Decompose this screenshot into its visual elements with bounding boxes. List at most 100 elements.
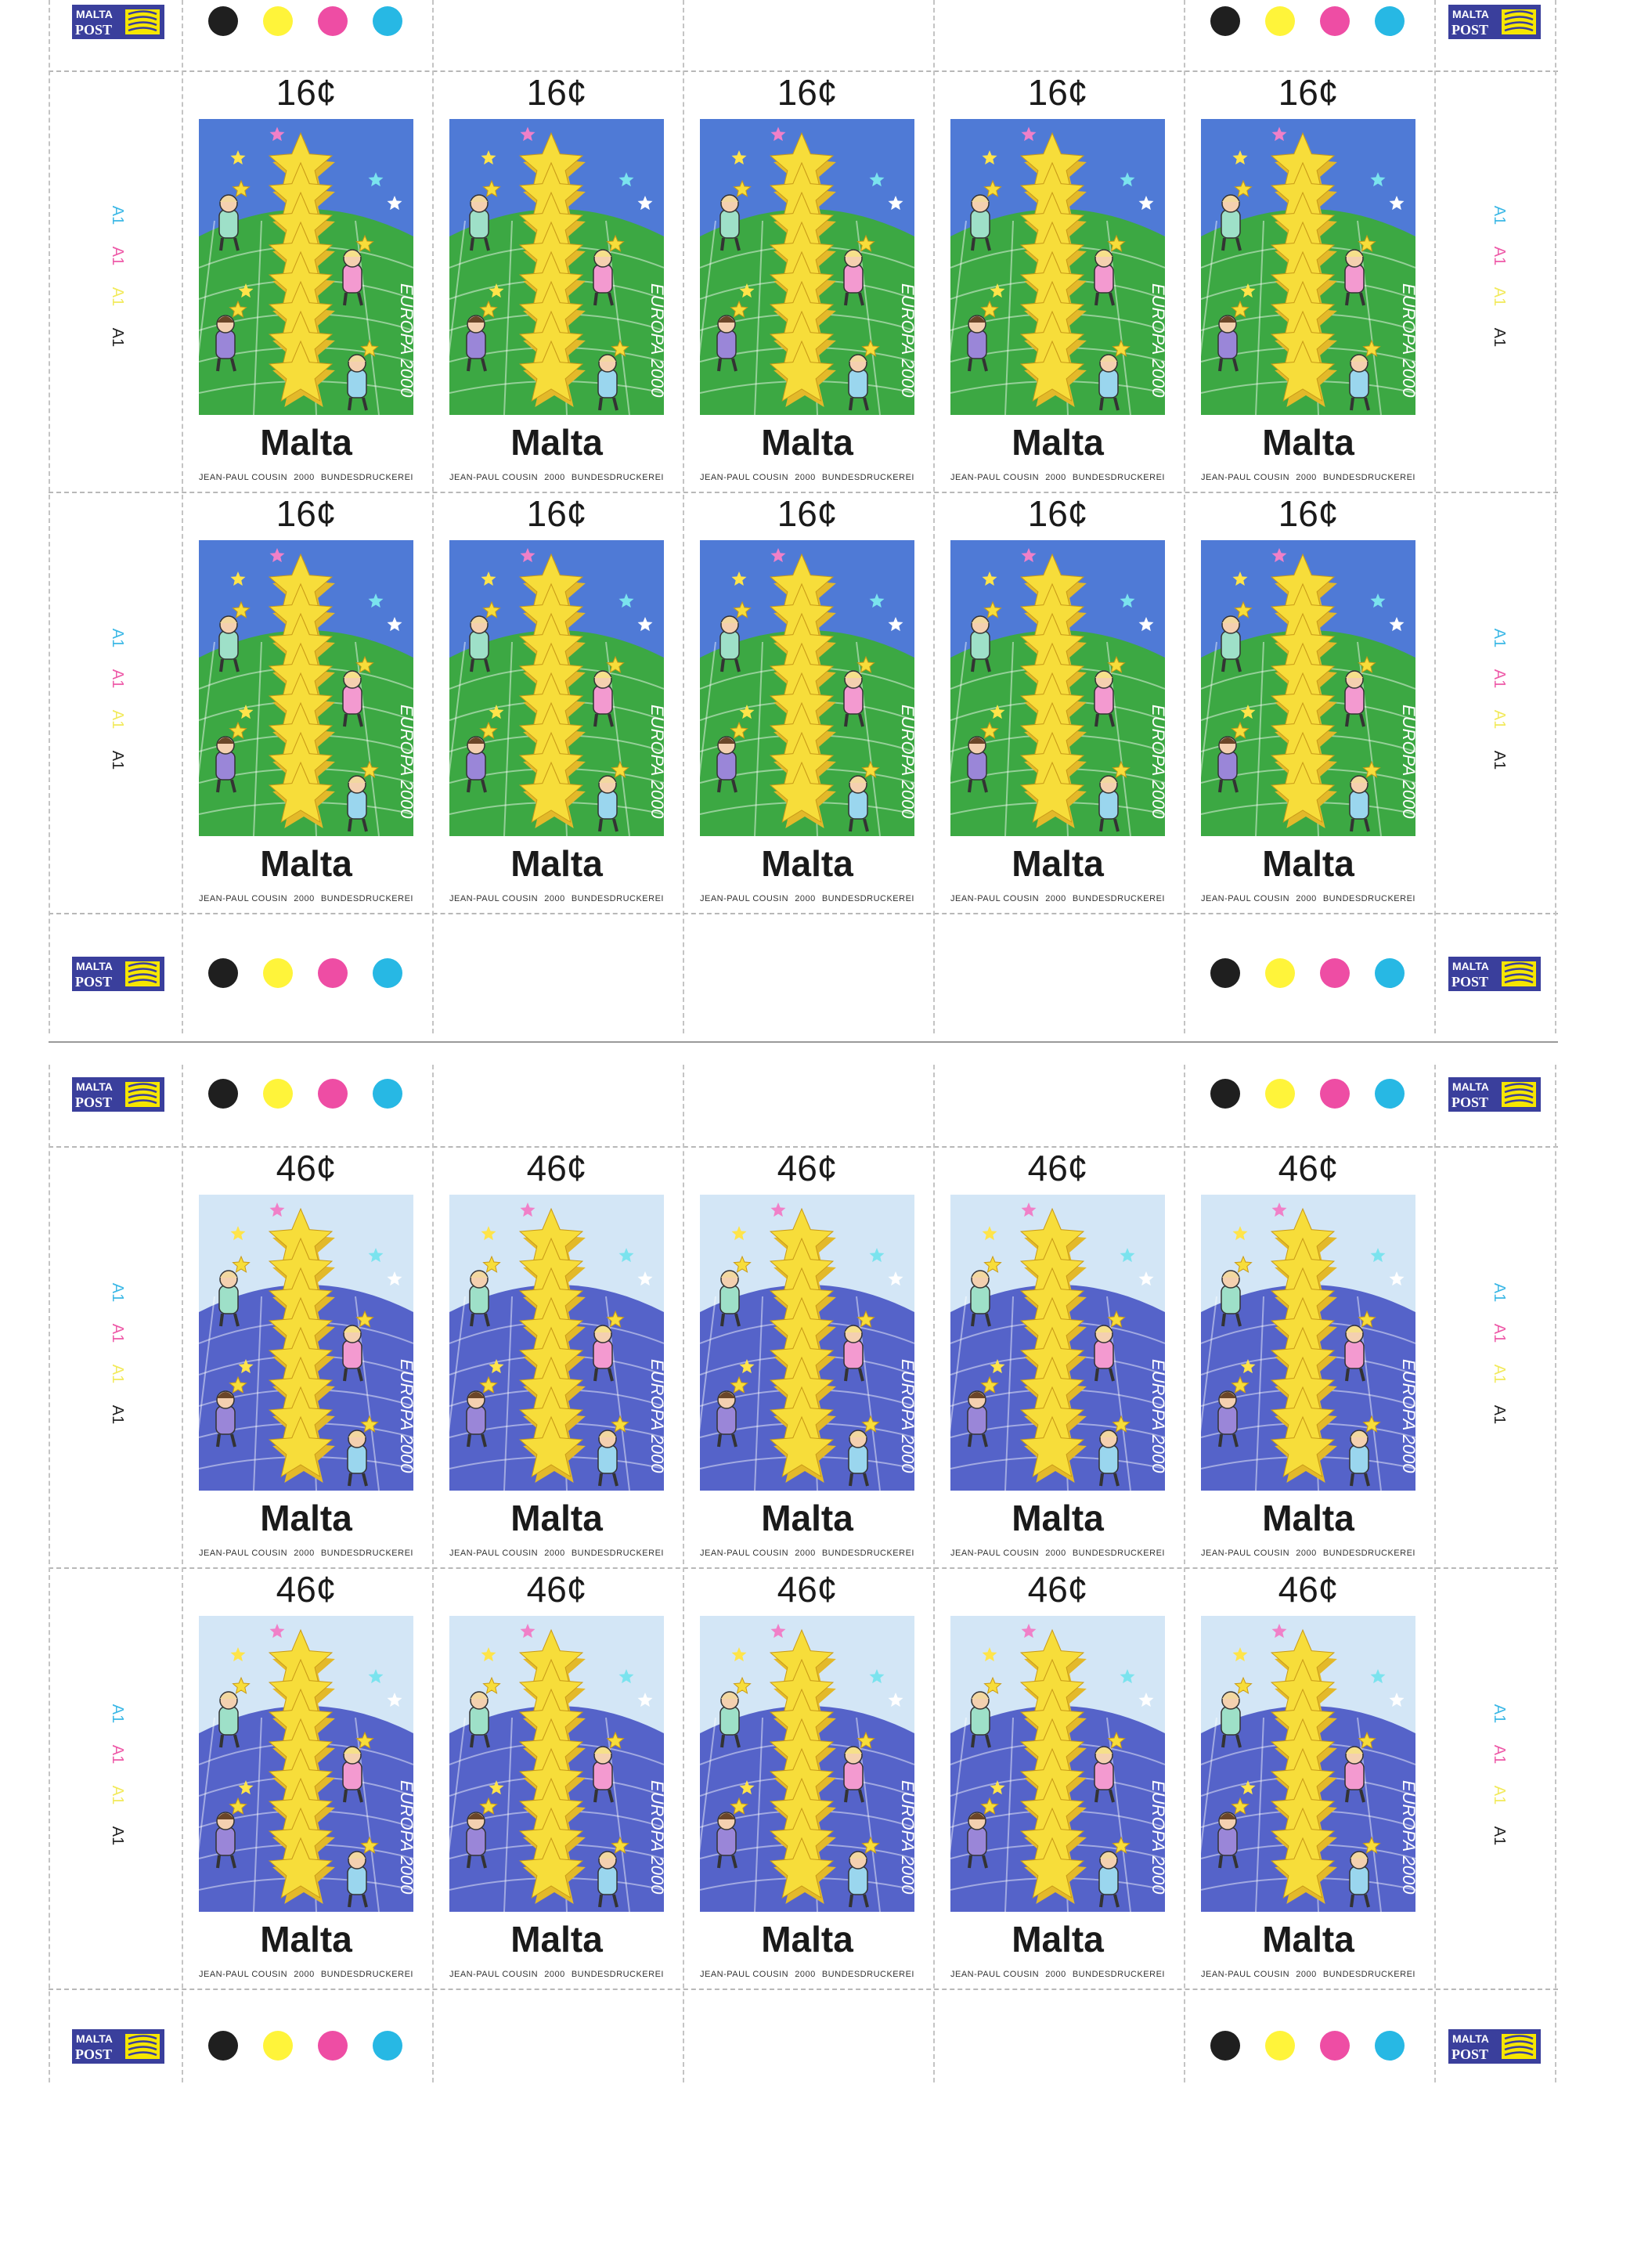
europa-inscription: EUROPA 2000 [397, 283, 413, 398]
child-figure-icon [1344, 234, 1376, 306]
sky-star-icon [1240, 1780, 1256, 1795]
perforation-line [1434, 0, 1436, 1033]
imprint-text: JEAN-PAUL COUSIN [700, 1970, 789, 1979]
sky-star-icon [387, 1693, 402, 1707]
imprint-text: JEAN-PAUL COUSIN [700, 473, 789, 482]
child-figure-icon [597, 339, 629, 411]
child-figure-icon [848, 760, 880, 832]
child-figure-icon [342, 655, 374, 727]
europa-inscription: EUROPA 2000 [647, 283, 664, 398]
sky-star-icon [1370, 1248, 1386, 1263]
star-block-icon [769, 1415, 835, 1478]
stamp-face-value: 46¢ [276, 1148, 337, 1188]
child-figure-icon [719, 179, 752, 251]
child-figure-icon [1217, 300, 1250, 372]
europa-inscription: EUROPA 2000 [1399, 1359, 1415, 1473]
stamp-imprint: JEAN-PAUL COUSIN 2000 BUNDESDRUCKEREI [950, 1968, 1165, 1981]
logo-text-malta: MALTA [1452, 8, 1489, 20]
child-figure-icon [1098, 339, 1131, 411]
child-figure-icon [215, 1797, 247, 1869]
stamp: 16¢ EUROPA 2000 Malta JEAN-PAUL COUSIN 2000 B… [432, 70, 681, 493]
plate-number: A1 [1491, 1364, 1508, 1384]
child-figure-icon [1349, 1415, 1381, 1487]
stamp-face-value: 46¢ [777, 1569, 838, 1610]
sky-star-icon [1389, 1693, 1405, 1707]
child-figure-icon [716, 300, 748, 372]
europa-inscription: EUROPA 2000 [1399, 283, 1415, 398]
stamp-artwork: EUROPA 2000 [449, 1195, 664, 1491]
child-figure-icon [1098, 1415, 1131, 1487]
imprint-text: 2000 [795, 1970, 816, 1979]
europa-inscription: EUROPA 2000 [898, 1780, 914, 1895]
imprint-text: JEAN-PAUL COUSIN [449, 1549, 539, 1558]
imprint-text: BUNDESDRUCKEREI [320, 894, 413, 903]
plate-number: A1 [109, 1364, 126, 1384]
sky-star-icon [739, 1780, 755, 1795]
logo-text-malta: MALTA [76, 2032, 113, 2045]
imprint-text: BUNDESDRUCKEREI [821, 1970, 914, 1979]
imprint-text: JEAN-PAUL COUSIN [449, 894, 539, 903]
perforation-line [1434, 1065, 1436, 2082]
child-figure-icon [1344, 655, 1376, 727]
sky-star-icon [230, 1647, 246, 1662]
traffic-light-black [1210, 6, 1240, 36]
imprint-text: JEAN-PAUL COUSIN [199, 894, 288, 903]
child-figure-icon [967, 721, 999, 793]
imprint-text: 2000 [795, 473, 816, 482]
sky-star-icon [1232, 1226, 1248, 1241]
sky-star-icon [368, 1669, 384, 1684]
logo-text-post: POST [75, 22, 112, 38]
perforation-line [49, 70, 1558, 72]
stamp-face-value: 16¢ [276, 493, 337, 534]
sky-star-icon [618, 172, 634, 187]
child-figure-icon [215, 300, 247, 372]
stamp: 16¢ EUROPA 2000 Malta JEAN-PAUL COUSIN 2000 B… [1184, 492, 1433, 914]
stamp-face-value: 46¢ [777, 1148, 838, 1188]
child-figure-icon [848, 1415, 880, 1487]
stamp-country-name: Malta [1262, 1919, 1354, 1960]
stamp-artwork: EUROPA 2000 [700, 119, 914, 415]
stamp: 16¢ EUROPA 2000 Malta JEAN-PAUL COUSIN 2000 B… [182, 492, 431, 914]
stamp-country-name: Malta [260, 1498, 352, 1538]
plate-number: A1 [1491, 1785, 1508, 1805]
sky-star-icon [869, 593, 885, 608]
child-figure-icon [347, 760, 379, 832]
sky-star-icon [637, 1693, 653, 1707]
imprint-text: BUNDESDRUCKEREI [571, 473, 664, 482]
plate-number: A1 [1491, 628, 1508, 648]
sky-star-icon [731, 1226, 747, 1241]
stamp-face-value: 16¢ [777, 72, 838, 113]
europa-inscription: EUROPA 2000 [397, 705, 413, 819]
imprint-text: 2000 [1045, 894, 1066, 903]
star-block-icon [1019, 340, 1085, 402]
imprint-text: JEAN-PAUL COUSIN [199, 473, 288, 482]
child-figure-icon [970, 1676, 1002, 1748]
imprint-text: JEAN-PAUL COUSIN [950, 1549, 1040, 1558]
perforation-line [49, 1567, 1558, 1569]
sky-star-icon [269, 1203, 285, 1217]
sky-star-icon [869, 172, 885, 187]
child-figure-icon [1217, 1376, 1250, 1448]
stamp-face-value: 16¢ [1027, 493, 1088, 534]
child-figure-icon [466, 721, 498, 793]
perforation-line [49, 1146, 1558, 1148]
sky-star-icon [990, 1359, 1005, 1374]
stamp-face-value: 46¢ [526, 1569, 587, 1610]
sky-star-icon [731, 1647, 747, 1662]
perforation-line [1555, 0, 1556, 1033]
perforation-line [683, 1065, 684, 2082]
sky-star-icon [1021, 1624, 1037, 1639]
sky-star-icon [387, 196, 402, 211]
stamp-country-name: Malta [510, 422, 603, 463]
sky-star-icon [1271, 1203, 1287, 1217]
europa-inscription: EUROPA 2000 [1149, 1359, 1165, 1473]
sky-star-icon [990, 705, 1005, 719]
child-figure-icon [469, 600, 501, 672]
stamp-imprint: JEAN-PAUL COUSIN 2000 BUNDESDRUCKEREI [1201, 1968, 1415, 1981]
sky-star-icon [489, 1780, 504, 1795]
sky-star-icon [520, 127, 536, 142]
europa-inscription: EUROPA 2000 [898, 705, 914, 819]
stamp: 16¢ EUROPA 2000 Malta JEAN-PAUL COUSIN 2000 B… [683, 70, 932, 493]
imprint-text: 2000 [1296, 1970, 1317, 1979]
sky-star-icon [982, 572, 997, 586]
